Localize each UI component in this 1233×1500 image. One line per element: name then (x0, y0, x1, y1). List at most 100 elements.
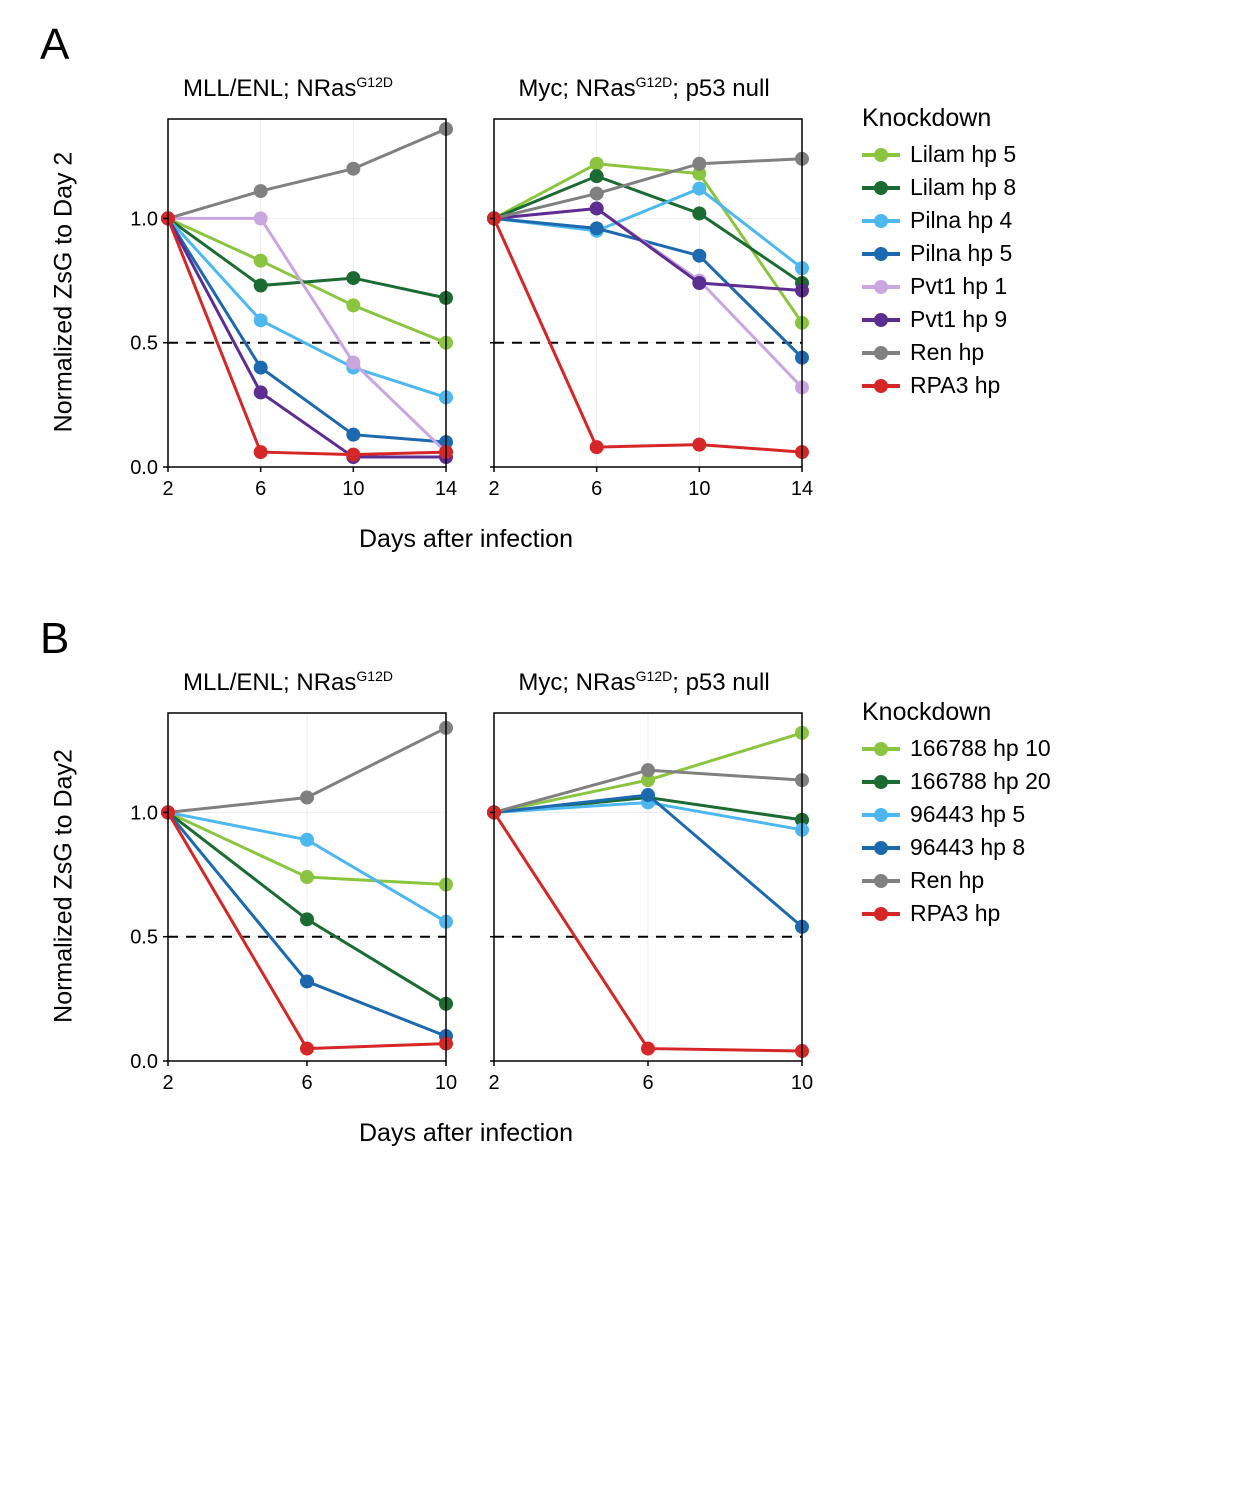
legend-title-a: Knockdown (862, 104, 1016, 133)
x-tick-label: 6 (642, 1072, 653, 1094)
series-point (300, 870, 314, 884)
series-point (590, 201, 604, 215)
panel-letter-b: B (40, 614, 1213, 664)
x-tick-label: 6 (591, 478, 602, 500)
chart-title: MLL/ENL; NRasG12D (183, 74, 393, 103)
y-tick-label: 1.0 (130, 802, 158, 824)
series-line (168, 218, 446, 457)
chart-svg: 2610 (474, 703, 814, 1103)
series-point (590, 169, 604, 183)
series-point (590, 187, 604, 201)
series-line (168, 218, 446, 452)
series-point (346, 271, 360, 285)
series-point (300, 1042, 314, 1056)
legend-title-b: Knockdown (862, 698, 1051, 727)
x-axis-label-b: Days after infection (359, 1119, 573, 1148)
legend-item: 96443 hp 8 (862, 834, 1051, 861)
series-point (692, 249, 706, 263)
x-tick-label: 2 (488, 478, 499, 500)
series-point (641, 788, 655, 802)
x-axis-label-a: Days after infection (359, 525, 573, 554)
figure: A MLL/ENL; NRasG12DNormalized ZsG to Day… (0, 0, 1233, 1188)
x-tick-label: 10 (342, 478, 364, 500)
legend-label: Ren hp (910, 867, 984, 894)
legend-item: RPA3 hp (862, 372, 1016, 399)
legend-label: RPA3 hp (910, 372, 1000, 399)
series-point (254, 184, 268, 198)
legend-item: RPA3 hp (862, 900, 1051, 927)
legend-a: Knockdown Lilam hp 5 Lilam hp 8 Pilna hp 4… (862, 104, 1016, 405)
legend-label: 166788 hp 20 (910, 768, 1051, 795)
y-tick-label: 0.5 (130, 333, 158, 355)
legend-item: Lilam hp 8 (862, 174, 1016, 201)
legend-b: Knockdown 166788 hp 10 166788 hp 20 96443 … (862, 698, 1051, 933)
series-line (168, 129, 446, 218)
series-point (300, 791, 314, 805)
legend-item: Ren hp (862, 867, 1051, 894)
series-point (254, 254, 268, 268)
series-point (346, 356, 360, 370)
series-point (300, 912, 314, 926)
series-point (346, 428, 360, 442)
legend-label: Pilna hp 4 (910, 207, 1012, 234)
series-line (168, 218, 446, 397)
series-point (692, 438, 706, 452)
series-point (254, 313, 268, 327)
panel-a-charts: MLL/ENL; NRasG12DNormalized ZsG to Day 2… (110, 74, 822, 554)
x-tick-label: 6 (301, 1072, 312, 1094)
series-point (590, 221, 604, 235)
legend-label: Pvt1 hp 1 (910, 273, 1007, 300)
series-point (692, 276, 706, 290)
series-point (300, 974, 314, 988)
chart-title: Myc; NRasG12D; p53 null (518, 74, 769, 103)
panel-a-row: MLL/ENL; NRasG12DNormalized ZsG to Day 2… (110, 74, 1213, 554)
series-point (254, 211, 268, 225)
series-point (590, 157, 604, 171)
series-point (692, 157, 706, 171)
x-tick-label: 2 (162, 1072, 173, 1094)
series-point (254, 279, 268, 293)
y-tick-label: 1.0 (130, 208, 158, 230)
legend-label: Lilam hp 5 (910, 141, 1016, 168)
y-tick-label: 0.0 (130, 457, 158, 479)
chart-svg: 0.00.51.02610 (118, 703, 458, 1103)
series-point (346, 298, 360, 312)
x-tick-label: 14 (435, 478, 457, 500)
series-point (692, 182, 706, 196)
legend-item: Pilna hp 5 (862, 240, 1016, 267)
legend-item: Pvt1 hp 9 (862, 306, 1016, 333)
series-line (494, 208, 802, 290)
series-point (254, 385, 268, 399)
x-tick-label: 10 (435, 1072, 457, 1094)
series-line (494, 208, 802, 387)
series-point (692, 206, 706, 220)
x-tick-label: 10 (688, 478, 710, 500)
series-point (346, 448, 360, 462)
legend-label: 96443 hp 8 (910, 834, 1025, 861)
chart: Myc; NRasG12D; p53 null261014 (474, 74, 814, 509)
legend-item: 166788 hp 10 (862, 735, 1051, 762)
series-point (254, 361, 268, 375)
chart: MLL/ENL; NRasG12DNormalized ZsG to Day20… (118, 668, 458, 1103)
series-point (254, 445, 268, 459)
legend-label: 166788 hp 10 (910, 735, 1051, 762)
chart-svg: 0.00.51.0261014 (118, 109, 458, 509)
legend-item: Pilna hp 4 (862, 207, 1016, 234)
legend-label: Pilna hp 5 (910, 240, 1012, 267)
legend-label: RPA3 hp (910, 900, 1000, 927)
x-tick-label: 2 (162, 478, 173, 500)
y-axis-label: Normalized ZsG to Day 2 (50, 151, 79, 432)
panel-b-charts: MLL/ENL; NRasG12DNormalized ZsG to Day20… (110, 668, 822, 1148)
series-point (300, 833, 314, 847)
legend-label: Pvt1 hp 9 (910, 306, 1007, 333)
chart-title: MLL/ENL; NRasG12D (183, 668, 393, 697)
x-tick-label: 10 (791, 1072, 813, 1094)
series-point (590, 440, 604, 454)
series-line (168, 218, 446, 442)
chart: Myc; NRasG12D; p53 null2610 (474, 668, 814, 1103)
series-point (641, 1042, 655, 1056)
legend-label: Ren hp (910, 339, 984, 366)
chart-title: Myc; NRasG12D; p53 null (518, 668, 769, 697)
legend-label: 96443 hp 5 (910, 801, 1025, 828)
series-point (346, 162, 360, 176)
